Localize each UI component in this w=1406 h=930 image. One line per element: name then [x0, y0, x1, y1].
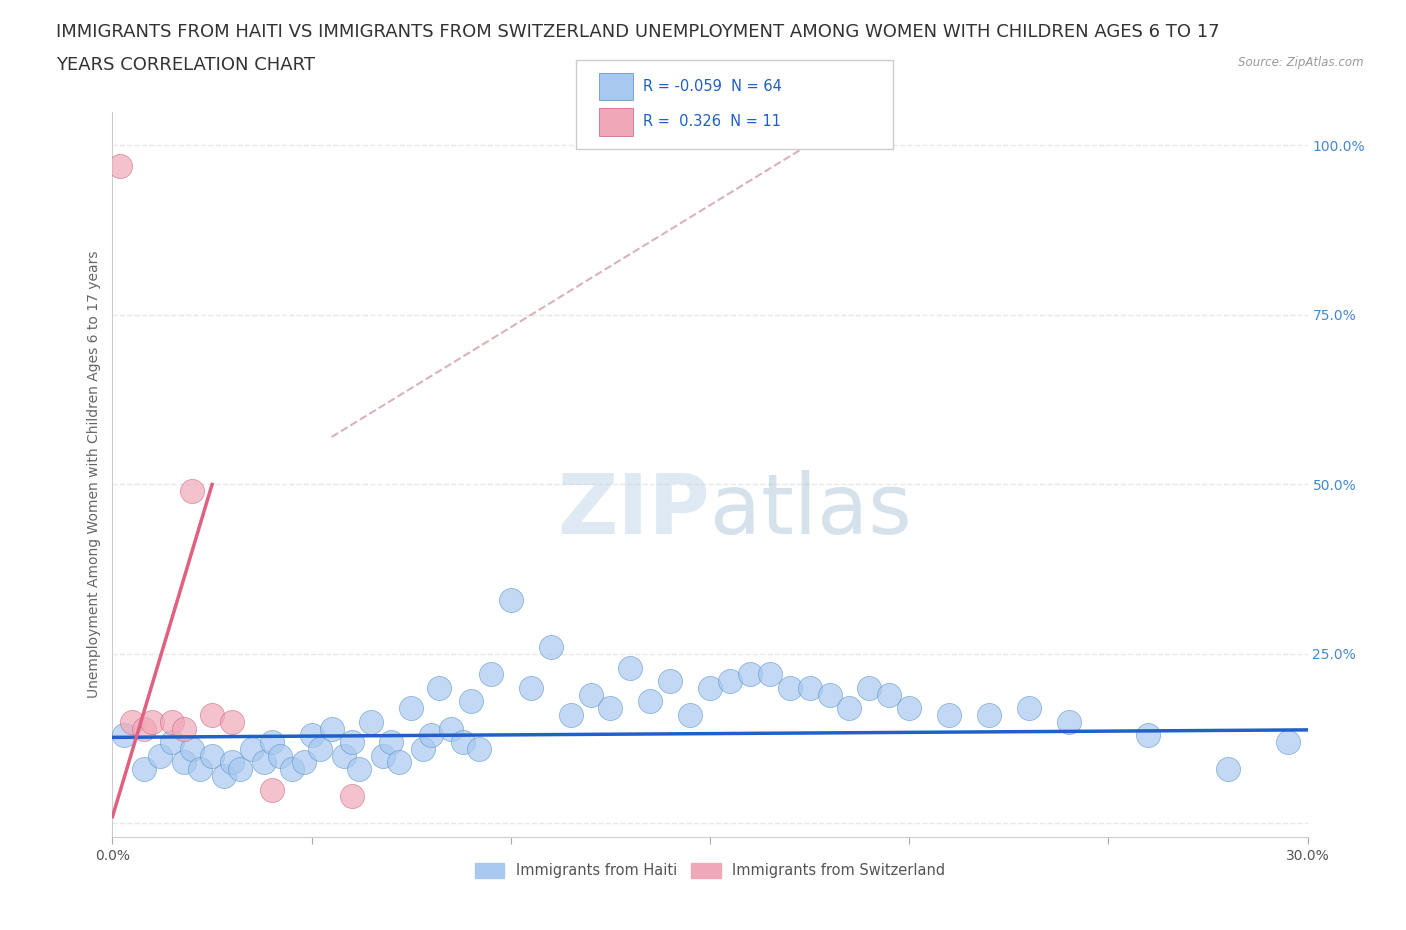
Point — [349, 762, 371, 777]
Point — [121, 714, 143, 729]
Legend: Immigrants from Haiti, Immigrants from Switzerland: Immigrants from Haiti, Immigrants from S… — [468, 857, 952, 884]
Point — [162, 714, 183, 729]
Point — [640, 694, 662, 709]
Point — [520, 681, 543, 696]
Point — [738, 667, 761, 682]
Point — [479, 667, 502, 682]
Point — [938, 708, 960, 723]
Point — [818, 687, 841, 702]
Point — [1277, 735, 1299, 750]
Point — [412, 741, 434, 756]
Point — [173, 721, 195, 736]
Point — [420, 728, 443, 743]
Text: R = -0.059  N = 64: R = -0.059 N = 64 — [643, 79, 782, 94]
Point — [188, 762, 211, 777]
Point — [540, 640, 562, 655]
Point — [579, 687, 602, 702]
Point — [440, 721, 463, 736]
Point — [360, 714, 382, 729]
Point — [173, 755, 195, 770]
Text: YEARS CORRELATION CHART: YEARS CORRELATION CHART — [56, 56, 315, 73]
Point — [699, 681, 721, 696]
Point — [340, 789, 363, 804]
Point — [201, 749, 224, 764]
Text: IMMIGRANTS FROM HAITI VS IMMIGRANTS FROM SWITZERLAND UNEMPLOYMENT AMONG WOMEN WI: IMMIGRANTS FROM HAITI VS IMMIGRANTS FROM… — [56, 23, 1220, 41]
Point — [253, 755, 276, 770]
Point — [373, 749, 395, 764]
Point — [212, 768, 235, 783]
Point — [301, 728, 323, 743]
Point — [141, 714, 163, 729]
Point — [114, 728, 135, 743]
Point — [427, 681, 450, 696]
Point — [499, 592, 522, 607]
Point — [321, 721, 343, 736]
Point — [221, 714, 243, 729]
Point — [679, 708, 702, 723]
Point — [162, 735, 183, 750]
Point — [221, 755, 243, 770]
Point — [260, 735, 283, 750]
Point — [181, 484, 204, 498]
Point — [388, 755, 411, 770]
Point — [1137, 728, 1160, 743]
Point — [560, 708, 582, 723]
Text: Source: ZipAtlas.com: Source: ZipAtlas.com — [1239, 56, 1364, 69]
Point — [134, 762, 156, 777]
Point — [269, 749, 291, 764]
Point — [149, 749, 172, 764]
Y-axis label: Unemployment Among Women with Children Ages 6 to 17 years: Unemployment Among Women with Children A… — [87, 250, 101, 698]
Point — [332, 749, 354, 764]
Point — [898, 700, 921, 715]
Text: R =  0.326  N = 11: R = 0.326 N = 11 — [643, 114, 780, 129]
Point — [879, 687, 901, 702]
Text: atlas: atlas — [710, 470, 911, 551]
Point — [468, 741, 491, 756]
Point — [340, 735, 363, 750]
Point — [260, 782, 283, 797]
Point — [460, 694, 482, 709]
Point — [977, 708, 1000, 723]
Point — [619, 660, 641, 675]
Point — [838, 700, 860, 715]
Point — [858, 681, 880, 696]
Point — [229, 762, 252, 777]
Point — [281, 762, 304, 777]
Point — [240, 741, 263, 756]
Point — [380, 735, 402, 750]
Point — [779, 681, 801, 696]
Point — [308, 741, 330, 756]
Point — [1216, 762, 1239, 777]
Point — [718, 673, 741, 688]
Point — [759, 667, 782, 682]
Point — [181, 741, 204, 756]
Point — [799, 681, 821, 696]
Point — [451, 735, 474, 750]
Point — [599, 700, 621, 715]
Point — [201, 708, 224, 723]
Point — [292, 755, 315, 770]
Point — [1018, 700, 1040, 715]
Point — [659, 673, 682, 688]
Text: ZIP: ZIP — [558, 470, 710, 551]
Point — [401, 700, 423, 715]
Point — [110, 158, 132, 173]
Point — [1057, 714, 1080, 729]
Point — [134, 721, 156, 736]
